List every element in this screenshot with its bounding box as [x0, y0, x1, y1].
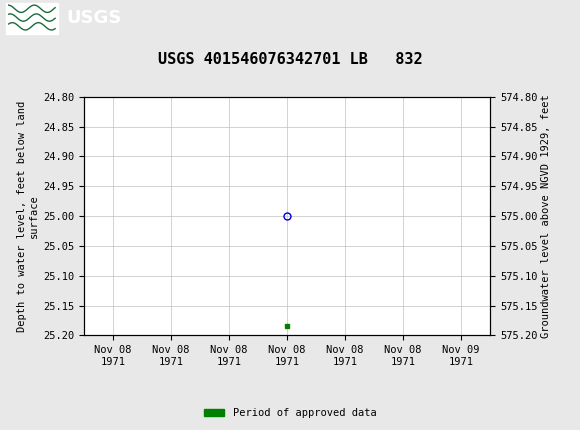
Y-axis label: Depth to water level, feet below land
surface: Depth to water level, feet below land su… [17, 101, 39, 332]
Text: USGS: USGS [67, 9, 122, 27]
Text: USGS 401546076342701 LB   832: USGS 401546076342701 LB 832 [158, 52, 422, 67]
Bar [6, 3, 58, 34]
Legend: Period of approved data: Period of approved data [200, 404, 380, 423]
Y-axis label: Groundwater level above NGVD 1929, feet: Groundwater level above NGVD 1929, feet [542, 94, 552, 338]
